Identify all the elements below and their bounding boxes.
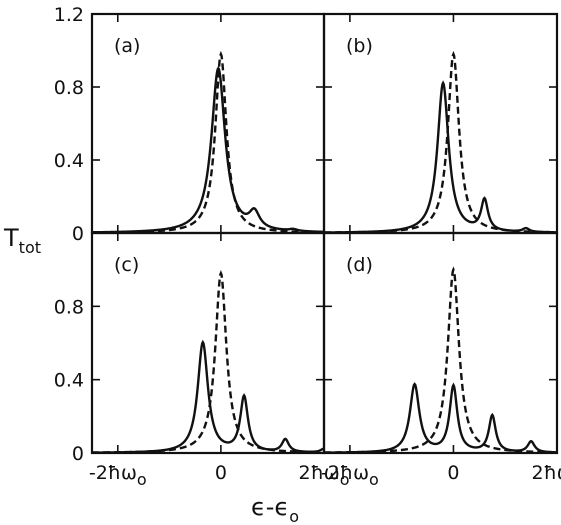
y-tick-label: 0.4 xyxy=(54,370,84,392)
x-tick-label: 2ħωo xyxy=(532,462,561,489)
panel-frame xyxy=(322,231,559,455)
x-tick-label: 2ħωo xyxy=(299,462,350,489)
panel-d: (d) -2ħωo 0 2ħωo xyxy=(321,231,561,489)
dashed-curve xyxy=(323,50,558,234)
panel-label: (b) xyxy=(346,35,373,57)
panel-label: (d) xyxy=(346,254,373,276)
y-tick-label: 0 xyxy=(72,223,84,245)
solid-curve xyxy=(92,339,325,454)
panel-label: (c) xyxy=(114,254,139,276)
x-tick-label: 0 xyxy=(215,462,227,484)
dashed-curve xyxy=(323,266,558,454)
dashed-curve xyxy=(91,270,325,454)
y-tick-label: 0.4 xyxy=(54,150,84,172)
x-tick-label: 0 xyxy=(447,462,459,484)
panel-label: (a) xyxy=(114,35,140,57)
y-axis-title: Ttot xyxy=(3,224,41,257)
x-tick-label: -2ħωo xyxy=(321,462,379,489)
y-tick-label: 0 xyxy=(72,443,84,465)
x-tick-label: -2ħωo xyxy=(89,462,147,489)
y-tick-label: 1.2 xyxy=(54,4,84,26)
dashed-curve xyxy=(91,50,325,234)
panel-b: (b) xyxy=(322,12,559,235)
y-tick-label: 0.8 xyxy=(54,296,84,318)
solid-curve xyxy=(324,80,558,234)
panel-a: (a) 0 0.4 0.8 1.2 xyxy=(54,4,326,245)
panel-c: (c)00.40.8-2ħωo 0 2ħωo xyxy=(54,231,350,489)
solid-curve xyxy=(91,66,325,234)
panels-group: (a)00.40.81.2(b)(c)00.40.8-2ħωo 0 2ħωo(d)-… xyxy=(54,4,561,489)
x-axis-title: ϵ-ϵo xyxy=(251,493,299,525)
y-tick-label: 0.8 xyxy=(54,77,84,99)
